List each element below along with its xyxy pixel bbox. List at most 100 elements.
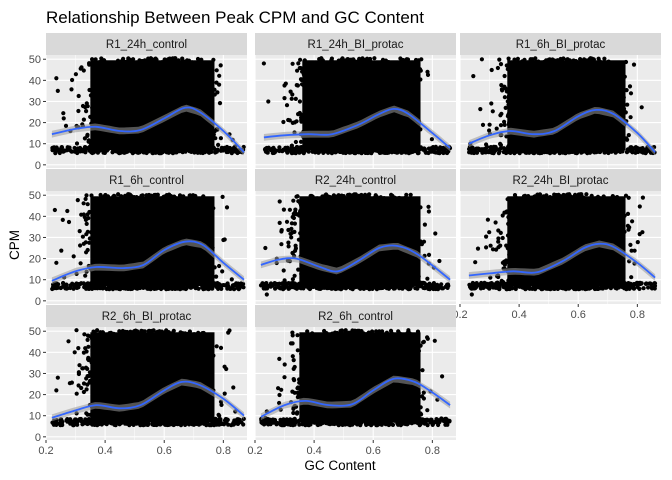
data-point xyxy=(498,62,504,67)
data-point xyxy=(207,145,212,150)
data-point xyxy=(79,65,84,70)
data-point xyxy=(201,146,206,151)
data-point xyxy=(75,146,80,151)
data-point xyxy=(495,65,500,71)
data-point xyxy=(431,147,436,152)
data-point xyxy=(281,119,286,125)
data-point xyxy=(490,109,495,114)
data-point xyxy=(83,146,88,151)
data-point xyxy=(480,122,486,127)
data-point xyxy=(289,149,294,154)
data-point xyxy=(50,145,55,151)
data-point xyxy=(425,72,431,77)
data-point xyxy=(225,147,230,152)
data-point xyxy=(367,149,372,154)
data-point xyxy=(394,150,399,155)
chart-title: Relationship Between Peak CPM and GC Con… xyxy=(46,8,424,27)
data-point xyxy=(628,115,633,120)
data-point xyxy=(290,61,295,66)
data-point xyxy=(326,149,331,154)
data-point xyxy=(502,73,507,79)
data-point xyxy=(438,145,443,150)
data-point xyxy=(293,139,298,145)
data-point xyxy=(494,126,499,131)
data-point xyxy=(502,95,507,100)
data-point xyxy=(63,123,69,128)
data-point xyxy=(55,148,60,153)
facet-panels: R1_24h_control01020304050R1_24h_BI_prota… xyxy=(29,33,661,457)
outlier-point xyxy=(54,76,59,81)
data-point xyxy=(136,146,141,151)
data-point xyxy=(160,148,165,153)
y-tick-label: 40 xyxy=(29,75,41,87)
data-point xyxy=(406,151,411,156)
data-point xyxy=(180,56,185,61)
data-point xyxy=(626,133,631,138)
data-point xyxy=(265,147,270,152)
data-point xyxy=(406,145,411,150)
facet-panel: R1_24h_BI_protac xyxy=(254,33,456,168)
data-point xyxy=(217,101,223,106)
point-cloud-core xyxy=(90,60,215,151)
data-point xyxy=(84,109,89,114)
data-point xyxy=(85,132,90,137)
data-point xyxy=(301,149,306,155)
data-point xyxy=(83,105,88,110)
data-point xyxy=(214,68,219,73)
data-point xyxy=(319,56,324,61)
data-point xyxy=(283,81,288,86)
data-point xyxy=(177,149,182,154)
data-point xyxy=(337,149,342,154)
facet-panel: R1_6h_BI_protac xyxy=(459,33,661,168)
data-point xyxy=(210,144,215,150)
data-point xyxy=(296,61,301,66)
data-point xyxy=(499,83,504,88)
data-point xyxy=(515,56,521,61)
data-point xyxy=(312,147,317,152)
data-point xyxy=(294,119,299,124)
data-point xyxy=(479,57,484,62)
y-tick-label: 20 xyxy=(29,118,41,130)
data-point xyxy=(73,72,78,77)
data-point xyxy=(131,57,136,62)
facet-strip-label: R1_24h_control xyxy=(106,39,187,51)
data-point xyxy=(282,96,287,101)
data-point xyxy=(389,149,394,154)
data-point xyxy=(117,151,122,156)
data-point xyxy=(173,146,178,151)
data-point xyxy=(216,142,221,147)
data-point xyxy=(93,146,98,151)
data-point xyxy=(290,92,295,97)
data-point xyxy=(297,99,302,104)
data-point xyxy=(372,56,377,61)
data-point xyxy=(499,111,504,116)
data-point xyxy=(126,147,131,152)
outlier-point xyxy=(61,116,66,121)
data-point xyxy=(489,67,494,73)
data-point xyxy=(429,137,434,142)
data-point xyxy=(502,122,507,127)
data-point xyxy=(186,147,191,152)
facet-strip-label: R1_6h_BI_protac xyxy=(516,39,606,51)
data-point xyxy=(625,102,630,107)
data-point xyxy=(150,149,155,154)
data-point xyxy=(122,148,127,153)
data-point xyxy=(86,138,91,143)
data-point xyxy=(218,63,223,68)
data-point xyxy=(130,151,135,156)
data-point xyxy=(113,145,118,150)
data-point xyxy=(498,123,504,128)
data-point xyxy=(289,145,294,150)
data-point xyxy=(130,146,135,151)
data-point xyxy=(70,77,75,83)
data-point xyxy=(298,57,303,62)
data-point xyxy=(96,149,101,154)
data-point xyxy=(140,148,146,153)
data-point xyxy=(498,141,503,146)
data-point xyxy=(489,101,494,106)
data-point xyxy=(269,148,274,153)
facet-strip xyxy=(46,33,247,55)
data-point xyxy=(217,82,222,87)
